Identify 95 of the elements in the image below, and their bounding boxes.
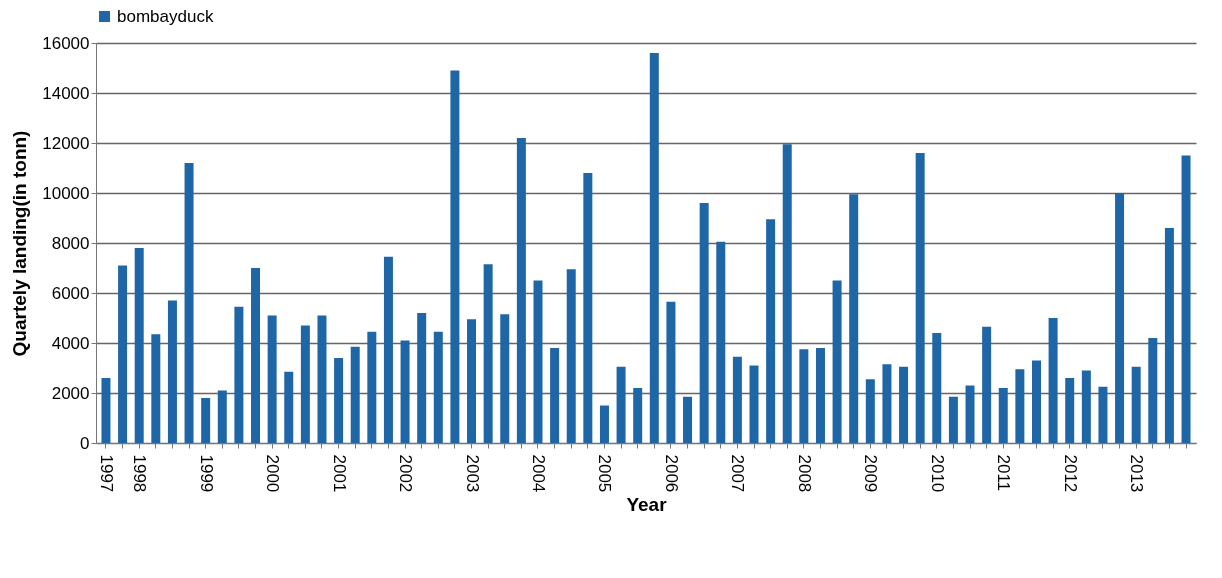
bar [666,301,676,443]
bar [699,203,709,443]
x-tick-label: 2011 [994,454,1014,492]
bar [367,331,377,443]
bar [832,280,842,443]
bar [450,70,460,443]
x-tick-label: 2006 [661,454,681,493]
bar [167,300,177,443]
bar [533,280,543,443]
y-tick-label: 2000 [51,383,90,403]
bar [400,340,410,443]
bar [1164,228,1174,443]
y-tick-label: 10000 [42,183,90,203]
x-tick-label: 2004 [528,454,548,493]
x-tick-label: 2005 [595,454,615,493]
bar [284,371,294,443]
bar [882,364,892,443]
x-axis-title: Year [626,494,668,516]
bar [799,349,809,443]
bar [500,314,510,443]
bar [766,219,776,443]
bar [649,53,659,443]
bar [201,398,211,443]
x-tick-label: 2012 [1060,454,1080,493]
bar [1031,360,1041,443]
y-tick-label: 12000 [42,133,90,153]
bar [267,315,277,443]
bar [134,248,144,443]
bar [616,366,626,443]
bar [151,334,161,443]
bar [915,153,925,443]
bar [982,326,992,443]
x-tick-label: 2000 [263,454,283,493]
y-tick-label: 8000 [51,233,90,253]
bar [683,396,693,443]
x-tick-label: 2009 [861,454,881,493]
bar [1115,193,1125,443]
x-tick-label: 2008 [794,454,814,493]
bar [633,388,643,443]
bar [118,265,128,443]
bar [317,315,327,443]
bar [1081,370,1091,443]
bar [849,194,859,443]
y-tick-label: 0 [80,433,90,453]
bar [300,325,310,443]
bar [583,173,593,443]
bar [383,256,393,443]
bar [251,268,261,443]
bar [1148,338,1158,443]
x-tick-label: 1997 [96,454,116,493]
x-tick-label: 2007 [728,454,748,493]
y-axis-title: Quartely landing(in tonn) [9,130,31,357]
legend-label: bombayduck [117,6,214,26]
bar [566,269,576,443]
bar [101,378,111,443]
bar [467,319,477,443]
bar [965,385,975,443]
bar [217,390,227,443]
bar [716,241,726,443]
bar [899,366,909,443]
y-tick-label: 16000 [42,33,90,53]
bar [749,365,759,443]
bar [932,333,942,443]
bar [234,306,244,443]
bar [350,346,360,443]
bar [1181,155,1191,443]
x-tick-label: 2002 [396,454,416,493]
y-tick-label: 6000 [51,283,90,303]
bar [417,313,427,443]
x-tick-label: 1999 [196,454,216,493]
bar [1048,318,1058,443]
bar [815,348,825,443]
bar [334,358,344,443]
bar [948,396,958,443]
y-tick-label: 4000 [51,333,90,353]
bar [1098,386,1108,443]
bar [1065,378,1075,443]
bar [550,348,560,443]
bar [433,331,443,443]
x-tick-label: 2013 [1127,454,1147,493]
bar [599,405,609,443]
bar [1015,369,1025,443]
bar [865,379,875,443]
x-tick-label: 2003 [462,454,482,493]
x-tick-label: 1998 [130,454,150,493]
x-tick-label: 2001 [329,454,349,493]
bar [998,388,1008,443]
y-tick-label: 14000 [42,83,90,103]
bar [483,264,493,443]
bar [732,356,742,443]
x-tick-label: 2010 [927,454,947,493]
bar [184,163,194,443]
bar [516,138,526,443]
bar [782,144,792,443]
bar [1131,366,1141,443]
